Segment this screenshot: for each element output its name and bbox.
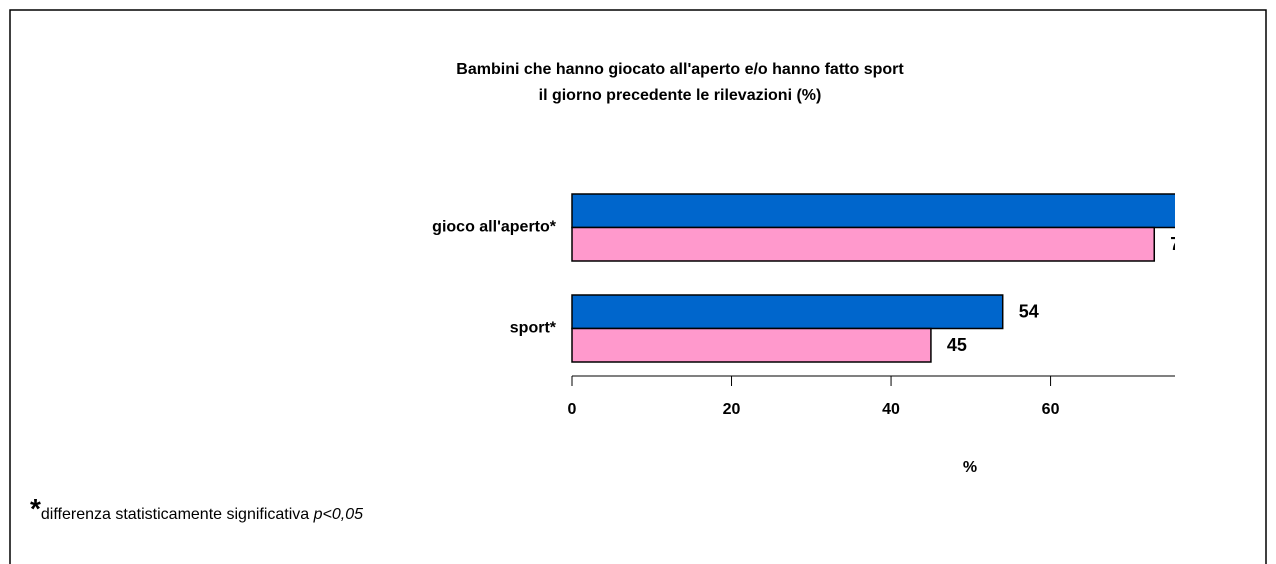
data-label: 80 — [1226, 201, 1246, 221]
plot: 80 73 54 45 — [571, 193, 1246, 386]
x-tick-label: 40 — [882, 401, 900, 418]
chart-title: il giorno precedente le rilevazioni (%) — [539, 87, 822, 104]
x-tick-label: 0 — [568, 401, 577, 418]
x-axis-label: % — [963, 459, 977, 476]
footnote-emphasis: p<0,05 — [313, 506, 363, 523]
chart-title: Bambini che hanno giocato all'aperto e/o… — [456, 61, 904, 78]
x-tick-label: 20 — [723, 401, 741, 418]
bar — [571, 294, 1004, 330]
y-tick-label: gioco all'aperto* — [432, 219, 557, 236]
footnote-text: differenza statisticamente significativa — [41, 506, 314, 523]
footnote: *differenza statisticamente significativ… — [30, 493, 363, 524]
bar — [571, 226, 1156, 262]
bar — [571, 193, 1175, 229]
x-tick-label: 60 — [1042, 401, 1060, 418]
frame — [9, 9, 1267, 564]
data-label: 73 — [1170, 234, 1190, 254]
bar — [571, 327, 932, 363]
footnote-marker: * — [30, 493, 41, 524]
y-tick-label: sport* — [510, 320, 557, 337]
data-label: 54 — [1019, 302, 1039, 322]
data-label: 45 — [947, 335, 967, 355]
